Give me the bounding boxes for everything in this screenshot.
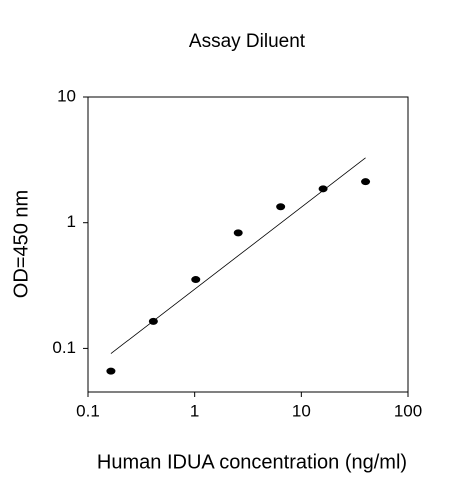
x-axis-label: Human IDUA concentration (ng/ml) bbox=[97, 451, 407, 473]
y-tick-label: 1 bbox=[67, 212, 76, 231]
data-point bbox=[191, 276, 201, 284]
trend-line bbox=[110, 157, 366, 354]
x-tick-label: 10 bbox=[292, 401, 311, 420]
y-tick-label: 10 bbox=[57, 86, 76, 105]
x-tick-label: 100 bbox=[394, 401, 422, 420]
y-axis-label: OD=450 nm bbox=[10, 190, 32, 298]
x-tick-label: 1 bbox=[190, 401, 199, 420]
data-point bbox=[361, 178, 371, 186]
data-point bbox=[148, 317, 158, 325]
data-point bbox=[106, 367, 116, 375]
x-tick-label: 0.1 bbox=[76, 401, 100, 420]
data-point bbox=[233, 229, 243, 237]
data-point bbox=[276, 203, 286, 211]
plot-frame bbox=[87, 96, 409, 393]
y-tick-label: 0.1 bbox=[52, 338, 76, 357]
chart-title: Assay Diluent bbox=[189, 31, 306, 52]
data-point bbox=[318, 185, 328, 193]
